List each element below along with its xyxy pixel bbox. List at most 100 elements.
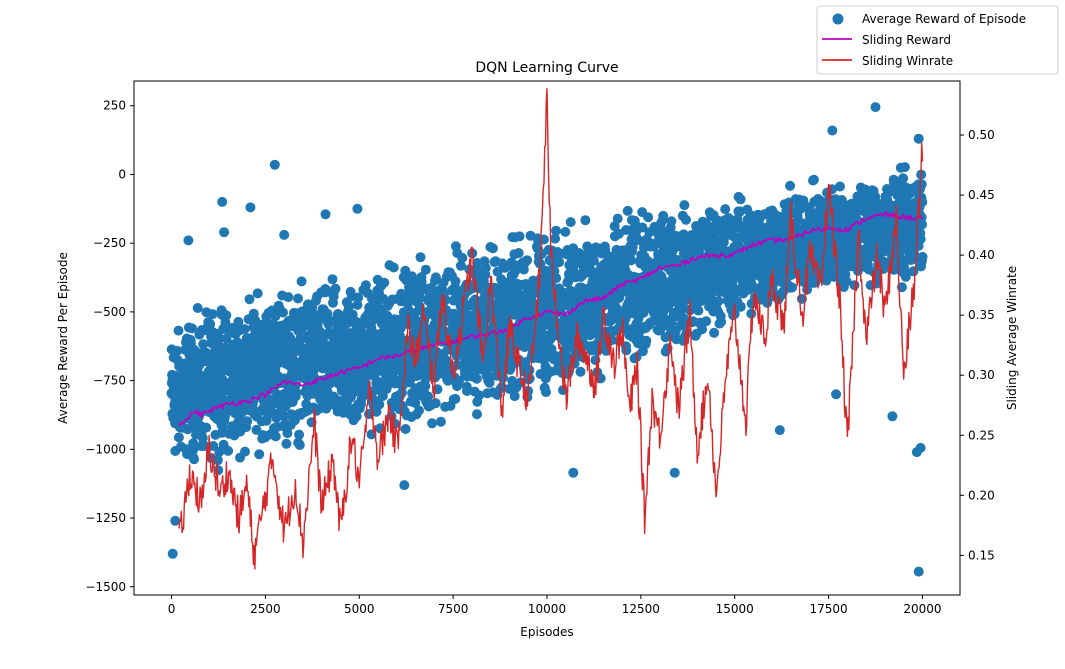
y-tick-label: 250 — [103, 99, 126, 113]
legend-marker-scatter — [832, 13, 844, 25]
scatter-point — [917, 219, 928, 230]
scatter-point — [220, 408, 231, 419]
scatter-point — [669, 467, 680, 478]
scatter-point — [399, 480, 410, 491]
scatter-point — [787, 282, 798, 293]
scatter-point — [709, 327, 720, 338]
scatter-point — [551, 225, 561, 236]
scatter-point — [909, 232, 920, 243]
x-tick-label: 12500 — [622, 602, 660, 616]
y-tick-label: 0 — [118, 167, 126, 181]
scatter-point — [279, 229, 290, 240]
scatter-point — [327, 274, 338, 285]
y2-tick-label: 0.20 — [968, 488, 995, 502]
legend: Average Reward of Episode Sliding Reward… — [816, 5, 1059, 75]
y-tick-label: −250 — [93, 236, 126, 250]
scatter-point — [887, 411, 898, 422]
scatter-point — [219, 227, 230, 238]
scatter-point — [294, 429, 305, 440]
scatter-point — [330, 283, 341, 294]
scatter-point — [720, 204, 731, 215]
scatter-point — [509, 391, 520, 402]
scatter-point — [716, 316, 727, 327]
y2-tick-label: 0.25 — [968, 428, 995, 442]
y2-tick-label: 0.45 — [968, 188, 995, 202]
x-tick-label: 17500 — [809, 602, 847, 616]
x-tick-label: 7500 — [438, 602, 469, 616]
y-axis-left: 250 0 −250 −500 −750 −1000 −1250 −1500 — [85, 99, 134, 594]
scatter-point — [252, 288, 263, 299]
scatter-point — [746, 308, 757, 319]
scatter-point — [207, 309, 218, 320]
scatter-point — [414, 405, 424, 416]
scatter-point — [283, 292, 294, 303]
scatter-point — [427, 418, 438, 429]
y-tick-label: −500 — [93, 305, 126, 319]
x-axis: 0 2500 5000 7500 10000 12500 15000 17500 20000 — [168, 595, 942, 616]
scatter-point — [487, 243, 498, 254]
scatter-point — [198, 339, 209, 350]
scatter-point — [245, 202, 256, 213]
scatter-point — [560, 226, 571, 237]
scatter-point — [233, 316, 244, 327]
scatter-point — [831, 389, 842, 400]
x-tick-label: 2500 — [250, 602, 281, 616]
y2-axis-label: Sliding Average Winrate — [1005, 266, 1019, 410]
scatter-point — [201, 422, 212, 433]
scatter-point — [513, 248, 524, 258]
scatter-point — [173, 325, 184, 336]
scatter-point — [281, 438, 292, 449]
scatter-point — [713, 296, 724, 307]
scatter-point — [641, 335, 652, 346]
scatter-point — [269, 159, 280, 170]
chart-title: DQN Learning Curve — [475, 60, 618, 76]
scatter-point — [352, 203, 363, 214]
scatter-point — [681, 214, 691, 225]
scatter-point — [415, 252, 426, 263]
scatter-point — [197, 433, 208, 444]
y2-tick-label: 0.15 — [968, 548, 995, 562]
scatter-point — [626, 255, 636, 266]
scatter-point — [450, 393, 461, 404]
scatter-point — [242, 416, 253, 427]
x-tick-label: 0 — [168, 602, 176, 616]
scatter-point — [693, 305, 704, 316]
legend-label-sliding-reward: Sliding Reward — [862, 33, 951, 47]
scatter-point — [735, 194, 746, 205]
scatter-point — [913, 566, 924, 577]
scatter-point — [522, 255, 533, 266]
scatter-point — [701, 316, 712, 327]
scatter-layer — [166, 102, 928, 577]
scatter-point — [827, 125, 838, 136]
scatter-point — [420, 264, 431, 275]
y-axis-label: Average Reward Per Episode — [56, 252, 70, 424]
scatter-point — [400, 424, 411, 434]
scatter-point — [554, 257, 565, 268]
scatter-point — [430, 398, 441, 409]
scatter-point — [457, 252, 468, 263]
scatter-point — [621, 345, 632, 356]
scatter-point — [320, 209, 331, 220]
scatter-point — [774, 425, 785, 436]
scatter-point — [239, 324, 250, 335]
scatter-point — [221, 310, 232, 321]
scatter-point — [321, 403, 332, 414]
scatter-point — [212, 455, 223, 466]
scatter-point — [435, 416, 446, 427]
y-tick-label: −750 — [93, 374, 126, 388]
scatter-point — [189, 454, 200, 465]
scatter-point — [612, 213, 623, 224]
scatter-point — [172, 345, 183, 356]
scatter-point — [183, 235, 194, 246]
scatter-point — [622, 205, 633, 216]
scatter-point — [217, 196, 228, 207]
y-tick-label: −1250 — [85, 511, 126, 525]
scatter-point — [514, 231, 525, 242]
scatter-point — [472, 409, 482, 420]
scatter-point — [167, 548, 178, 559]
x-tick-label: 20000 — [903, 602, 941, 616]
x-tick-label: 5000 — [344, 602, 375, 616]
scatter-point — [291, 387, 301, 398]
y-axis-right: 0.50 0.45 0.40 0.35 0.30 0.25 0.20 0.15 — [960, 128, 995, 562]
